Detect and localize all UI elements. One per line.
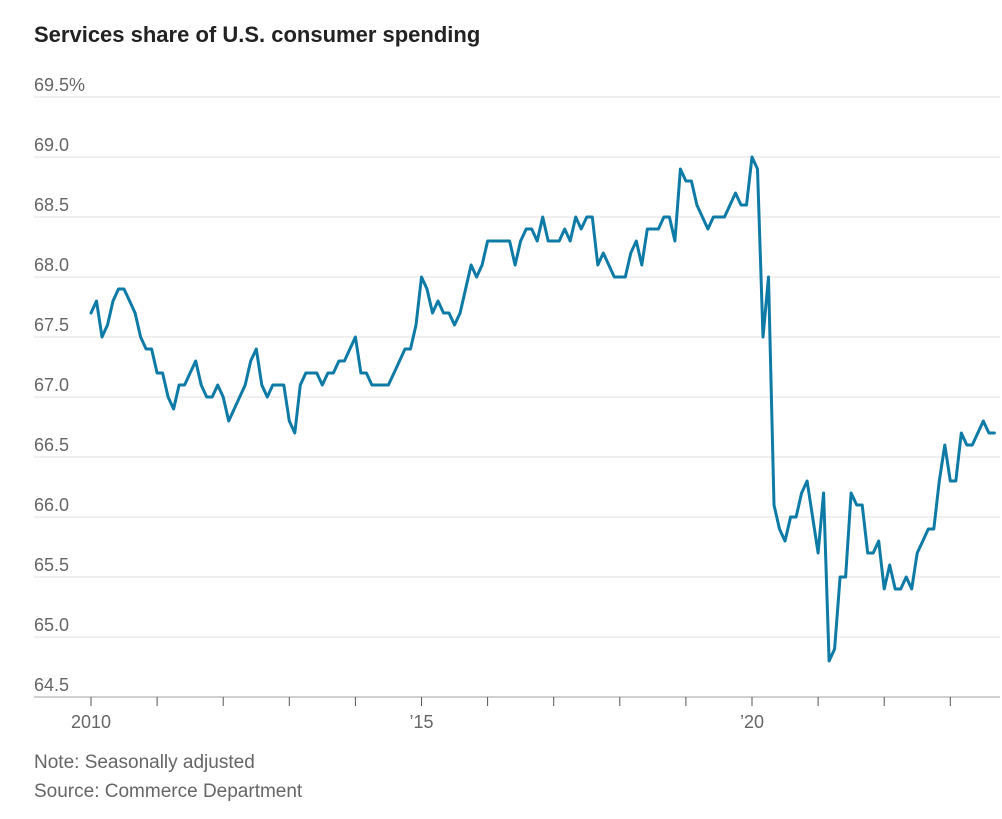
series-line (89, 155, 996, 663)
x-tick-label: ’15 (409, 712, 433, 732)
y-tick-label: 69.0 (34, 135, 69, 155)
y-tick-label: 67.0 (34, 375, 69, 395)
chart-title: Services share of U.S. consumer spending (34, 22, 481, 47)
y-tick-label: 66.0 (34, 495, 69, 515)
y-tick-label: 65.5 (34, 555, 69, 575)
chart-note: Note: Seasonally adjusted (34, 752, 255, 773)
x-tick-label: 2010 (71, 712, 111, 732)
y-tick-label: 65.0 (34, 615, 69, 635)
y-tick-label: 66.5 (34, 435, 69, 455)
y-tick-label: 69.5% (34, 75, 85, 95)
y-tick-label: 67.5 (34, 315, 69, 335)
y-tick-label: 68.5 (34, 195, 69, 215)
y-tick-label: 68.0 (34, 255, 69, 275)
x-tick-label: ’20 (740, 712, 764, 732)
chart-source: Source: Commerce Department (34, 781, 303, 802)
y-tick-label: 64.5 (34, 675, 69, 695)
